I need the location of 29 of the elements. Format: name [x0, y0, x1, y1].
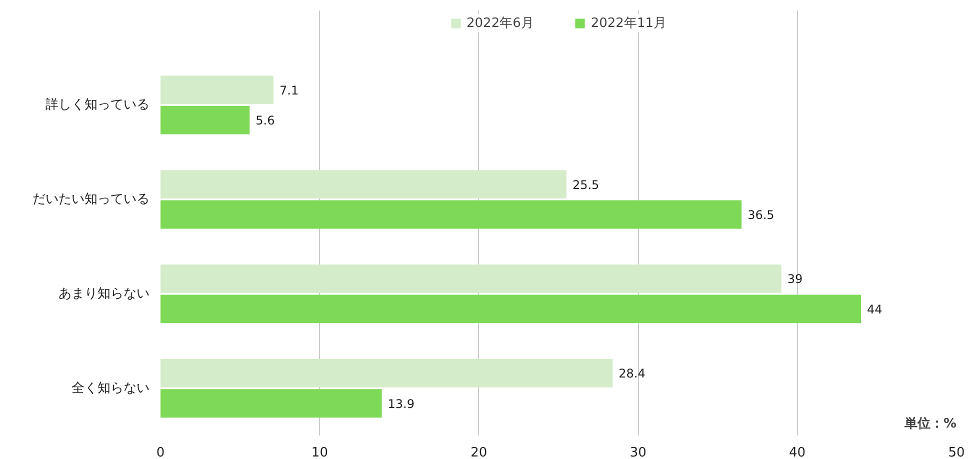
- x-tick-label: 0: [156, 446, 165, 459]
- y-tick-label: あまり知らない: [58, 286, 150, 302]
- data-label: 7.1: [280, 83, 299, 98]
- x-tick-label: 10: [311, 446, 328, 459]
- bar: [160, 294, 861, 324]
- data-label: 5.6: [256, 114, 275, 128]
- bar: [160, 76, 274, 104]
- bar: [160, 106, 250, 134]
- bar: [160, 264, 782, 293]
- data-label: 39: [787, 272, 803, 286]
- data-label: 36.5: [748, 208, 774, 222]
- y-tick-label: 全く知らない: [72, 380, 150, 396]
- data-label: 13.9: [388, 396, 415, 411]
- legend-label: 2022年6月: [466, 15, 534, 32]
- y-tick-label: 詳しく知っている: [46, 97, 150, 112]
- bar: [160, 200, 742, 229]
- data-label: 44: [866, 302, 882, 316]
- y-tick-label: だいたい知っている: [32, 192, 150, 207]
- annotation: 単位：%: [903, 416, 957, 432]
- x-tick-label: 30: [630, 446, 646, 459]
- bar: [160, 170, 566, 198]
- legend-label: 2022年11月: [590, 15, 666, 32]
- x-tick-label: 40: [789, 446, 806, 459]
- x-tick-label: 20: [470, 446, 488, 459]
- bar: [160, 358, 613, 388]
- x-tick-label: 50: [948, 446, 965, 459]
- data-label: 25.5: [572, 178, 600, 192]
- data-label: 28.4: [618, 366, 646, 381]
- bar: [160, 389, 382, 418]
